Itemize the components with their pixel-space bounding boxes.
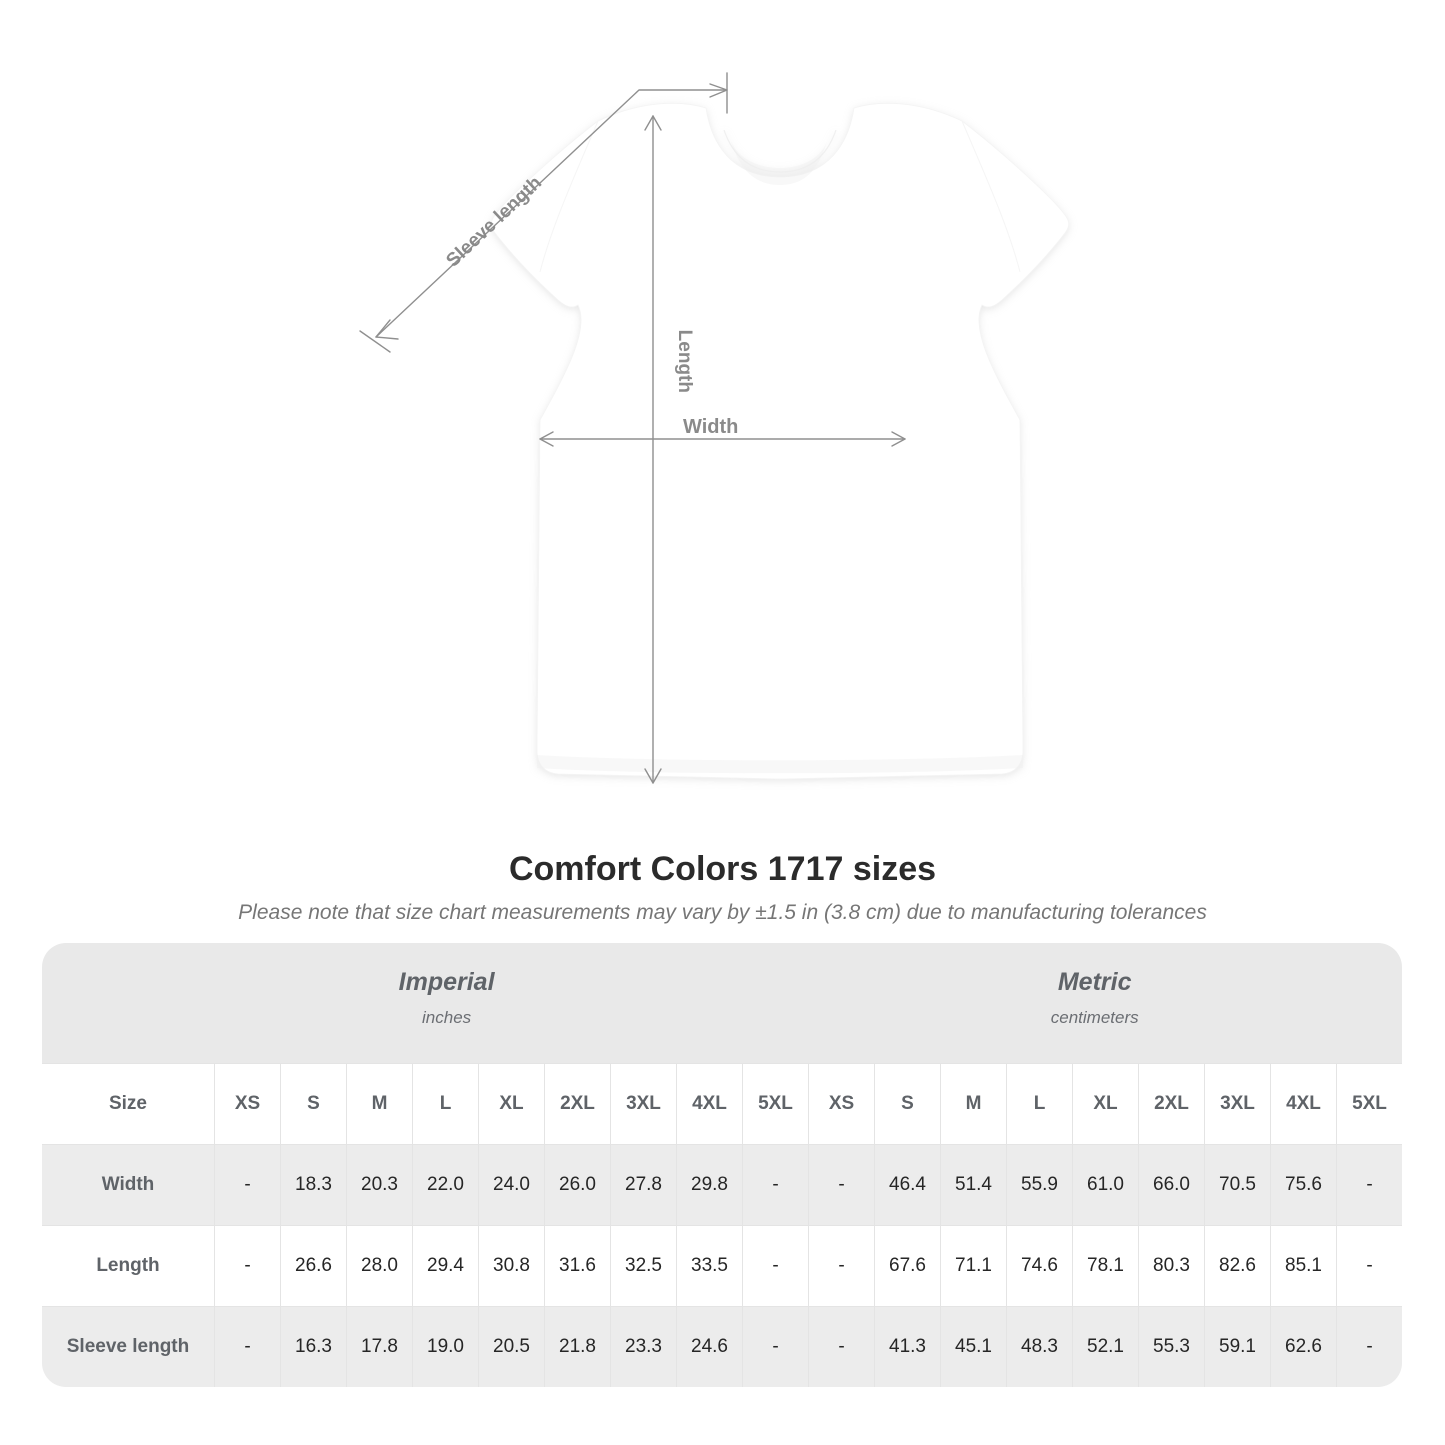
svg-text:Length: Length [674,330,695,393]
svg-text:Width: Width [683,416,738,438]
